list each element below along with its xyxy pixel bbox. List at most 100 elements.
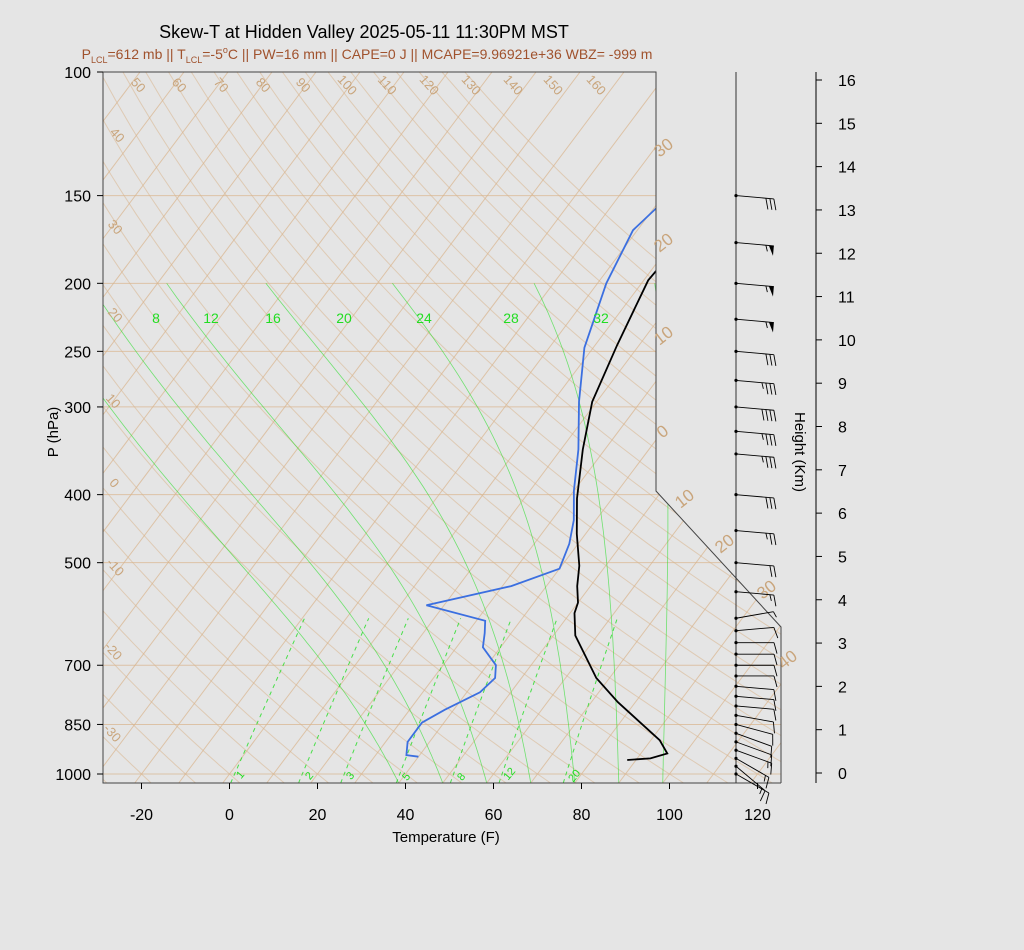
height-tick-label: 14 — [838, 160, 856, 177]
dry-adiabat-line — [281, 72, 781, 539]
wind-barb-full — [769, 565, 773, 577]
wind-barb-shaft — [735, 705, 774, 710]
dry-adiabat-line — [103, 242, 684, 783]
wind-barb-full — [773, 565, 777, 578]
height-axis-label: Height (Km) — [791, 412, 808, 492]
wind-barb-point — [734, 756, 738, 760]
dry-adiabat-line — [103, 160, 773, 783]
wind-barb-full — [773, 497, 777, 510]
x-tick-label: -20 — [130, 807, 153, 824]
wind-barb-shaft — [735, 318, 774, 323]
moist-adiabat-line — [392, 283, 576, 783]
wind-barb-half — [761, 433, 764, 440]
wind-barb-half — [765, 321, 768, 329]
dry-adiabat-line — [168, 72, 781, 660]
dry-adiabat-line — [103, 610, 285, 783]
wind-barb-full — [773, 709, 777, 721]
plot-border — [102, 71, 782, 784]
dry-adiabat-line — [103, 405, 507, 783]
wind-barb-shaft — [735, 282, 774, 288]
wind-barb-shaft — [735, 562, 774, 567]
wind-barb-full — [765, 456, 769, 468]
isotherm-line — [103, 72, 273, 299]
wind-barb-shaft — [735, 765, 766, 792]
wind-barb-full — [770, 754, 773, 767]
wind-barbs — [734, 72, 779, 805]
wind-barb-half — [763, 775, 766, 782]
dry-adiabat-line — [190, 72, 781, 635]
wind-barb-point — [734, 194, 738, 198]
height-tick-label: 10 — [838, 333, 856, 350]
mixing-ratio-line — [449, 618, 512, 783]
wind-barb-full — [773, 383, 777, 396]
p-tick-label: 100 — [64, 65, 91, 82]
wind-barb-point — [734, 349, 738, 353]
wind-barb-point — [734, 429, 738, 433]
wind-barb-shaft — [735, 242, 774, 247]
wind-barb-point — [734, 629, 738, 633]
wind-barb-half — [761, 456, 764, 463]
height-tick-label: 6 — [838, 506, 847, 523]
wind-barb-full — [773, 627, 779, 639]
x-tick-label: 0 — [225, 807, 234, 824]
dry-adiabat-line — [304, 72, 781, 516]
dry-adiabat-line — [236, 72, 781, 587]
wind-barb-shaft — [735, 611, 774, 619]
wind-barb-full — [773, 198, 777, 211]
height-tick-label: 4 — [838, 593, 847, 610]
wind-barb-point — [734, 713, 738, 717]
wind-barb-full — [765, 409, 769, 421]
y-axis-label: P (hPa) — [45, 407, 62, 458]
x-tick-label: 40 — [397, 807, 415, 824]
wind-barb-shaft — [735, 530, 774, 535]
p-tick-label: 150 — [64, 189, 91, 206]
dewpoint-profile-line — [405, 111, 781, 758]
height-tick-label: 8 — [838, 420, 847, 437]
dry-adiabat-line — [145, 72, 781, 685]
height-tick-label: 12 — [838, 246, 856, 263]
isotherm-line — [103, 72, 493, 592]
dry-adiabat-line — [103, 201, 729, 783]
wind-barb-half — [765, 245, 768, 252]
moist-adiabat-label: 12 — [203, 310, 219, 326]
mixing-ratio-line — [562, 618, 618, 783]
wind-barb-full — [765, 792, 770, 805]
p-tick-label: 200 — [64, 276, 91, 293]
wind-barb-full — [765, 777, 770, 789]
isotherm-line — [103, 72, 581, 709]
height-tick-label: 7 — [838, 463, 847, 480]
wind-barb-half — [769, 594, 772, 601]
wind-barb-point — [734, 652, 738, 656]
dry-adiabat-line — [327, 72, 781, 492]
wind-barb-full — [765, 433, 769, 446]
wind-barb-full — [769, 533, 773, 545]
isotherm-line — [530, 448, 781, 783]
wind-barb-point — [734, 241, 738, 245]
wind-barb-point — [734, 561, 738, 565]
x-tick-label: 100 — [656, 807, 683, 824]
wind-barb-full — [773, 434, 777, 446]
x-tick-label: 60 — [485, 807, 503, 824]
wind-barb-shaft — [735, 714, 774, 723]
wind-barb-point — [734, 704, 738, 708]
x-axis-label: Temperature (F) — [392, 829, 500, 846]
wind-barb-flag — [768, 322, 774, 333]
wind-barb-point — [734, 641, 738, 645]
wind-barb-point — [734, 772, 738, 776]
height-tick-label: 9 — [838, 376, 847, 393]
moist-adiabat-label: 24 — [416, 310, 432, 326]
wind-barb-shaft — [735, 494, 774, 499]
p-tick-label: 1000 — [55, 767, 91, 784]
wind-barb-full — [773, 654, 778, 666]
height-tick-label: 11 — [838, 290, 855, 307]
wind-barb-full — [773, 642, 778, 654]
wind-barb-half — [761, 382, 764, 389]
wind-barb-full — [772, 721, 775, 734]
wind-barb-shaft — [735, 350, 774, 356]
isotherm-line — [178, 72, 713, 783]
mixing-ratio-line — [230, 618, 305, 783]
wind-barb-point — [734, 731, 738, 735]
moist-adiabat-label: 16 — [265, 310, 281, 326]
wind-barb-point — [734, 528, 738, 533]
isotherm-line — [574, 507, 781, 783]
